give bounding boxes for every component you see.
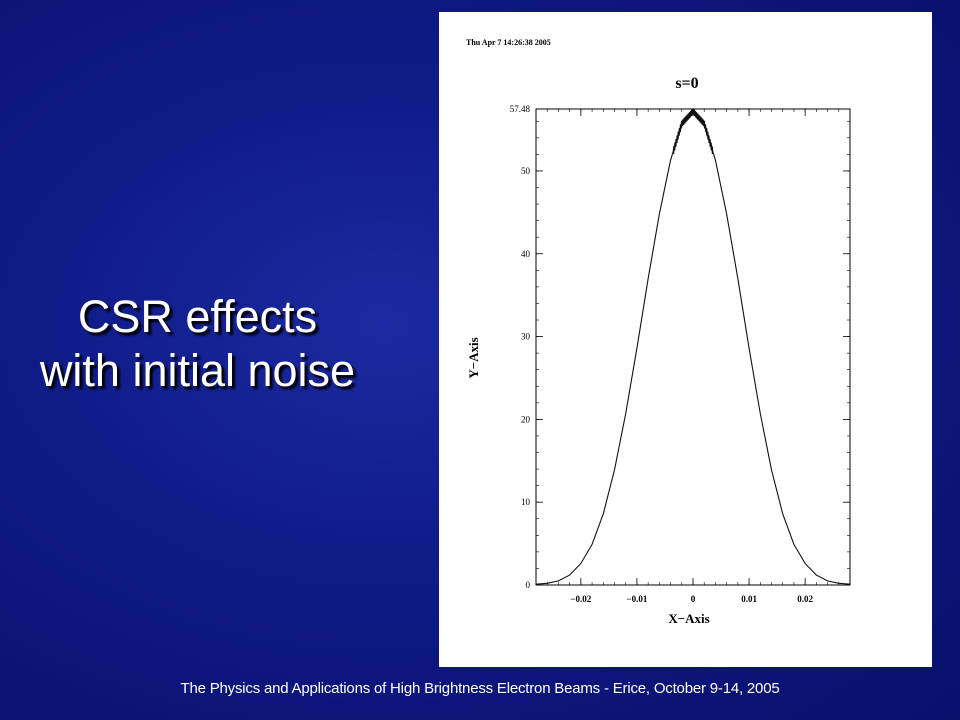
y-tick-label: 30 (521, 332, 531, 342)
x-tick-label: 0.01 (741, 594, 757, 604)
y-tick-label: 10 (521, 497, 531, 507)
slide-title: CSR effects with initial noise (0, 290, 395, 398)
y-tick-label: 40 (521, 249, 531, 259)
plot-timestamp: Thu Apr 7 14:26:38 2005 (466, 38, 551, 47)
plot-frame (535, 108, 851, 586)
x-tick-label: −0.01 (626, 594, 647, 604)
x-tick-label: 0.02 (797, 594, 813, 604)
series-line (535, 110, 851, 585)
y-axis-label: Y−Axis (466, 337, 481, 378)
y-tick-label: 57.48 (510, 104, 531, 114)
series-line-noise (672, 108, 714, 155)
axes-layer: −0.02 −0.01 0 0.01 0.02 0 10 20 30 40 50 57.48 (510, 104, 851, 604)
chart-title: s=0 (675, 75, 698, 92)
x-tick-label: −0.02 (570, 594, 591, 604)
plot-figure: Thu Apr 7 14:26:38 2005 s=0 −0.02 −0.01 0 0… (439, 12, 932, 667)
y-tick-label: 50 (521, 166, 531, 176)
slide-title-line-2: with initial noise (39, 345, 356, 396)
x-tick-label: 0 (691, 594, 696, 604)
x-axis-label: X−Axis (668, 611, 709, 626)
slide-title-line-1: CSR effects (77, 291, 318, 342)
y-tick-label: 20 (521, 414, 531, 424)
slide-footer: The Physics and Applications of High Bri… (180, 680, 780, 697)
y-tick-label: 0 (526, 580, 531, 590)
line-chart: Thu Apr 7 14:26:38 2005 s=0 −0.02 −0.01 0 0… (466, 38, 851, 626)
